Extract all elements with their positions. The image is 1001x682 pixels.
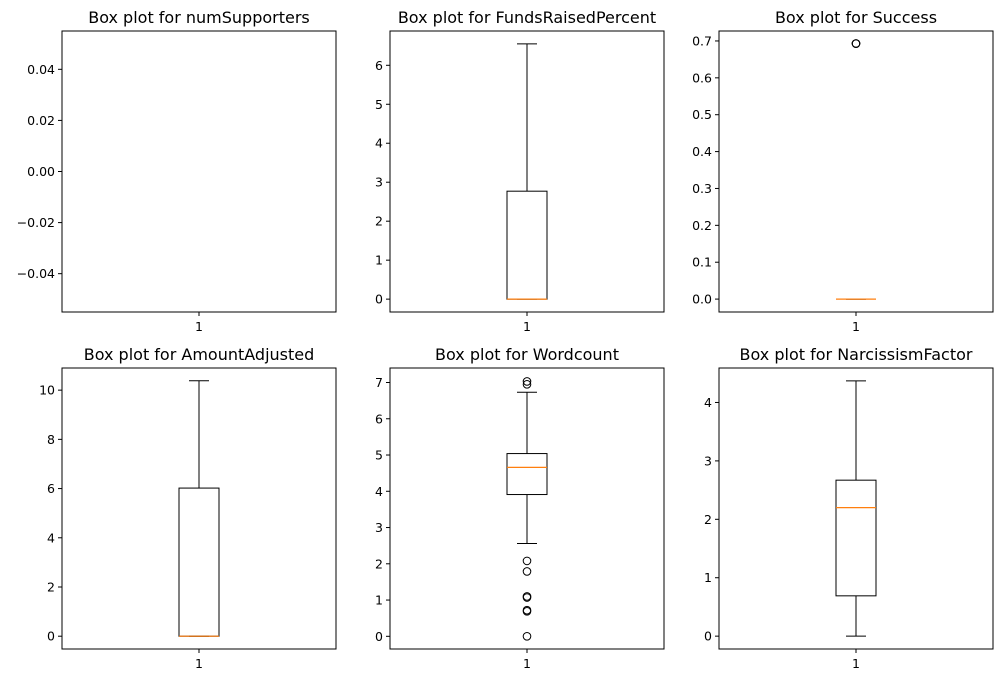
y-tick-label: 2 bbox=[375, 214, 383, 229]
subplot-title: Box plot for AmountAdjusted bbox=[84, 345, 315, 364]
x-tick-label: 1 bbox=[852, 319, 860, 334]
outlier-point bbox=[522, 556, 532, 566]
y-tick-label: 2 bbox=[47, 579, 55, 594]
y-tick-label: 0 bbox=[375, 292, 383, 307]
subplot-1: Box plot for numSupporters −0.04 −0.02 0.00… bbox=[17, 8, 337, 334]
axes-frame bbox=[389, 367, 665, 650]
y-tick-label: 5 bbox=[375, 448, 383, 463]
interquartile-box bbox=[506, 190, 548, 300]
y-tick-label: 4 bbox=[47, 530, 55, 545]
subplot-title: Box plot for numSupporters bbox=[88, 8, 310, 27]
x-tick-label: 1 bbox=[195, 656, 203, 671]
y-tick-label: 10 bbox=[39, 383, 55, 398]
axes-frame bbox=[718, 367, 994, 650]
y-tick-label: 6 bbox=[375, 58, 383, 73]
outlier-point bbox=[522, 567, 532, 576]
y-tick-label: 0 bbox=[47, 629, 55, 644]
y-tick-label: 5 bbox=[375, 97, 383, 112]
y-tick-label: 6 bbox=[375, 411, 383, 426]
outlier-point bbox=[522, 377, 532, 386]
outlier-point bbox=[522, 605, 532, 615]
outlier-point bbox=[522, 632, 532, 641]
subplot-title: Box plot for FundsRaisedPercent bbox=[398, 8, 656, 27]
subplot-title: Box plot for Success bbox=[775, 8, 937, 27]
y-tick-label: 3 bbox=[375, 520, 383, 535]
y-tick-label: 0.0 bbox=[692, 292, 712, 307]
y-tick-label: 4 bbox=[704, 395, 712, 410]
subplot-2: Box plot for FundsRaisedPercent 0 1 2 3 4 5 6 1 bbox=[375, 8, 665, 334]
y-tick-label: 0.7 bbox=[692, 33, 712, 48]
y-tick-label: 0.00 bbox=[27, 164, 55, 179]
interquartile-box bbox=[178, 487, 220, 637]
y-tick-label: 8 bbox=[47, 432, 55, 447]
y-tick-label: 3 bbox=[704, 453, 712, 468]
interquartile-box bbox=[506, 453, 548, 496]
y-tick-label: 0.02 bbox=[27, 113, 55, 128]
y-tick-label: 0.6 bbox=[692, 70, 712, 85]
outlier-point bbox=[851, 39, 861, 48]
axes-frame bbox=[389, 30, 665, 313]
outlier-point bbox=[522, 380, 532, 389]
y-tick-label: 4 bbox=[375, 484, 383, 499]
y-tick-label: 0.2 bbox=[692, 218, 712, 233]
x-tick-label: 1 bbox=[852, 656, 860, 671]
y-tick-label: 1 bbox=[704, 570, 712, 585]
subplot-4: Box plot for AmountAdjusted 0 2 4 6 8 10 1 bbox=[39, 345, 337, 671]
axes-frame bbox=[718, 30, 994, 313]
y-tick-label: 6 bbox=[47, 481, 55, 496]
x-tick-label: 1 bbox=[523, 656, 531, 671]
y-tick-label: 1 bbox=[375, 593, 383, 608]
y-tick-label: 7 bbox=[375, 375, 383, 390]
y-tick-label: 2 bbox=[375, 556, 383, 571]
subplot-title: Box plot for NarcissismFactor bbox=[740, 345, 973, 364]
y-tick-label: 0.1 bbox=[692, 255, 712, 270]
y-tick-label: 4 bbox=[375, 136, 383, 151]
y-tick-label: −0.02 bbox=[17, 215, 55, 230]
y-tick-label: 3 bbox=[375, 175, 383, 190]
subplot-3: Box plot for Success 0.0 0.1 0.2 0.3 0.4 0.5 0.… bbox=[692, 8, 994, 334]
y-tick-label: 0.4 bbox=[692, 144, 712, 159]
x-tick-label: 1 bbox=[195, 319, 203, 334]
y-tick-label: 0 bbox=[375, 629, 383, 644]
axes-frame bbox=[61, 367, 337, 650]
outlier-point bbox=[522, 592, 532, 601]
y-tick-label: −0.04 bbox=[17, 266, 55, 281]
subplot-6: Box plot for NarcissismFactor 0 1 2 3 4 1 bbox=[704, 345, 994, 671]
y-tick-label: 0 bbox=[704, 629, 712, 644]
y-tick-label: 1 bbox=[375, 253, 383, 268]
interquartile-box bbox=[835, 479, 877, 597]
subplot-5: Box plot for Wordcount 0 1 2 3 4 5 6 7 1 bbox=[375, 345, 665, 671]
y-tick-label: 0.3 bbox=[692, 181, 712, 196]
x-tick-label: 1 bbox=[523, 319, 531, 334]
axes-frame bbox=[61, 30, 337, 313]
y-tick-label: 2 bbox=[704, 512, 712, 527]
subplot-title: Box plot for Wordcount bbox=[435, 345, 619, 364]
y-tick-label: 0.5 bbox=[692, 107, 712, 122]
y-tick-label: 0.04 bbox=[27, 62, 55, 77]
